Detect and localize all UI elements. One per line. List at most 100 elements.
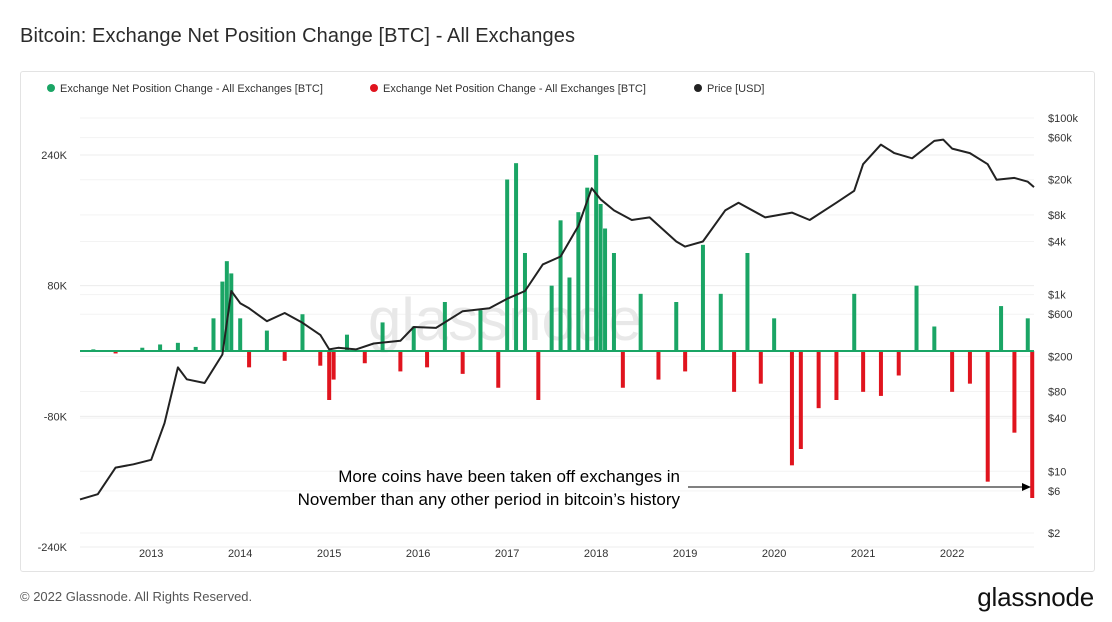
bar-inflow [1025,318,1030,351]
bar-inflow [175,342,180,351]
bar-inflow [745,253,750,351]
x-tick-label: 2013 [139,548,163,560]
bar-inflow [380,322,385,351]
bar-inflow [264,330,269,351]
brand-logo[interactable]: glassnode [977,582,1094,612]
bar-inflow [772,318,777,351]
legend-label: Exchange Net Position Change - All Excha… [383,83,646,95]
bar-outflow [1012,351,1017,433]
x-tick-label: 2022 [940,548,964,560]
bar-outflow [113,351,118,354]
bar-outflow [398,351,403,372]
bar-outflow [816,351,821,409]
legend-item[interactable]: Price [USD] [694,83,764,95]
y-right-tick-label: $40 [1048,413,1066,425]
bar-inflow [638,293,643,351]
bar-inflow [505,179,510,351]
bar-inflow [999,306,1004,351]
bar-inflow [238,318,243,351]
bar-outflow [318,351,323,366]
bar-inflow [549,285,554,351]
y-right-tick-label: $60k [1048,133,1072,145]
y-right-tick-label: $6 [1048,486,1060,498]
bar-inflow [674,302,679,351]
bar-outflow [967,351,972,384]
bar-inflow [140,347,145,351]
bar-inflow [585,187,590,351]
bar-outflow [362,351,367,364]
bar-outflow [732,351,737,392]
bar-outflow [327,351,332,400]
bar-inflow [344,334,349,351]
bar-inflow [558,220,563,351]
bar-inflow [158,344,163,351]
bar-inflow [220,281,225,351]
grid [80,117,1034,548]
bar-outflow [282,351,287,361]
bar-inflow [224,261,229,351]
bar-inflow [718,293,723,351]
annotation-line-2: November than any other period in bitcoi… [298,490,681,509]
bar-inflow [514,163,519,351]
annotation-line-1: More coins have been taken off exchanges… [338,467,680,486]
bar-inflow [603,228,608,351]
bar-inflow [442,302,447,351]
bar-outflow [496,351,501,388]
legend-label: Price [USD] [707,83,764,95]
bar-outflow [425,351,430,368]
x-tick-label: 2017 [495,548,519,560]
y-left-tick-label: 80K [47,281,67,293]
legend-label: Exchange Net Position Change - All Excha… [60,83,323,95]
bar-inflow [411,326,416,351]
bar-outflow [789,351,794,466]
bar-outflow [331,351,336,380]
y-left-tick-label: -80K [44,411,68,423]
bar-outflow [620,351,625,388]
bar-outflow [861,351,866,392]
bar-inflow [611,253,616,351]
bar-inflow [598,204,603,351]
legend-item[interactable]: Exchange Net Position Change - All Excha… [370,83,646,95]
x-tick-label: 2016 [406,548,430,560]
price-line [79,138,1035,501]
axes: 2013 2014 2015 2016 2017 2018 2019 2020 2021 2022… [38,113,1079,560]
y-right-tick-label: $200 [1048,351,1072,363]
copyright-text: © 2022 Glassnode. All Rights Reserved. [20,589,253,604]
x-tick-label: 2015 [317,548,341,560]
bars [80,155,1035,498]
x-tick-label: 2018 [584,548,608,560]
y-right-tick-label: $20k [1048,175,1072,187]
bar-outflow [536,351,541,400]
bar-outflow [798,351,803,449]
bar-outflow [834,351,839,400]
bar-outflow [758,351,763,384]
bar-outflow [950,351,955,392]
y-right-tick-label: $4k [1048,236,1066,248]
x-tick-label: 2019 [673,548,697,560]
bar-inflow [914,285,919,351]
bar-inflow [932,326,937,351]
x-tick-label: 2020 [762,548,786,560]
annotation: More coins have been taken off exchanges… [298,467,1031,509]
legend-dot-icon [370,84,378,92]
price-line-group [79,138,1035,501]
bar-inflow [193,346,198,351]
legend[interactable]: Exchange Net Position Change - All Excha… [47,83,764,95]
y-right-tick-label: $80 [1048,387,1066,399]
legend-item[interactable]: Exchange Net Position Change - All Excha… [47,83,323,95]
annotation-arrowhead [1022,483,1031,491]
page-title: Bitcoin: Exchange Net Position Change [B… [20,25,576,47]
y-left-tick-label: -240K [38,542,68,554]
x-tick-label: 2014 [228,548,252,560]
y-right-tick-label: $600 [1048,309,1072,321]
y-right-tick-label: $100k [1048,113,1078,125]
bar-inflow [478,310,483,351]
bar-inflow [567,277,572,351]
bar-outflow [896,351,901,376]
legend-dot-icon [694,84,702,92]
bar-outflow [656,351,661,380]
y-right-tick-label: $2 [1048,528,1060,540]
bar-outflow [460,351,465,374]
y-left-tick-label: 240K [41,150,67,162]
